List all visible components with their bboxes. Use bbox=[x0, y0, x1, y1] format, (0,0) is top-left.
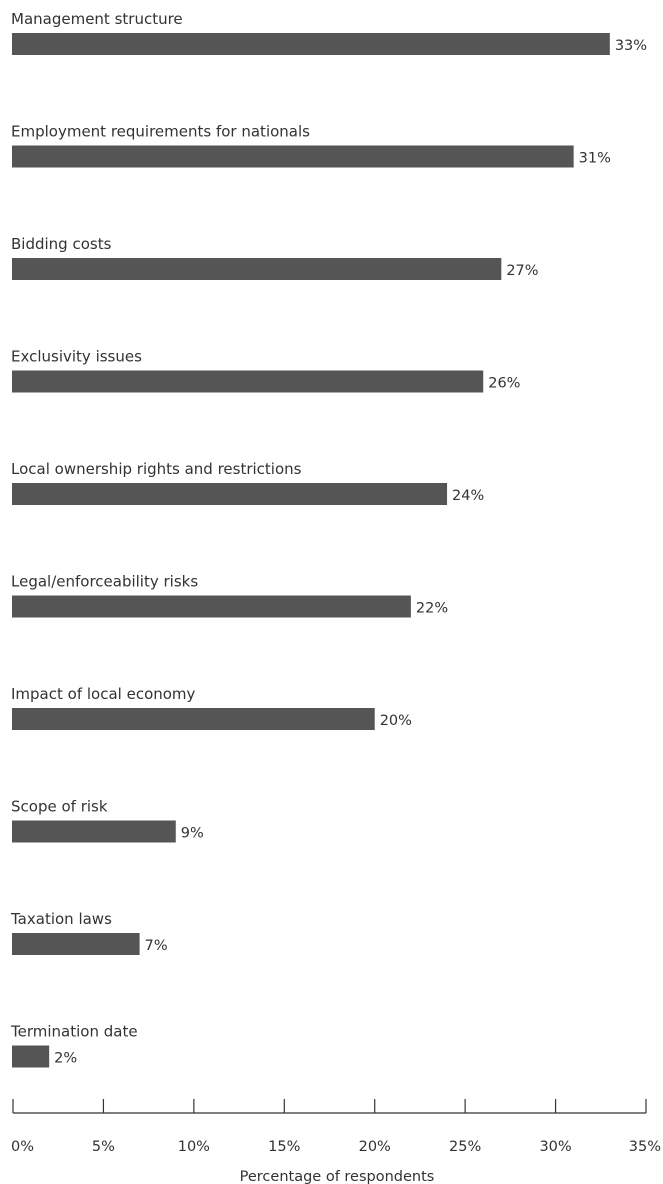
category-label: Taxation laws bbox=[10, 910, 112, 928]
x-tick-label: 25% bbox=[449, 1139, 481, 1155]
bars-layer: Management structure 33% Employment requir… bbox=[10, 10, 647, 1068]
bar bbox=[12, 708, 375, 730]
bar bbox=[12, 33, 610, 55]
value-label: 2% bbox=[54, 1051, 77, 1067]
value-label: 22% bbox=[416, 601, 448, 617]
category-label: Termination date bbox=[10, 1023, 138, 1041]
category-label: Impact of local economy bbox=[11, 685, 196, 703]
x-axis-title: Percentage of respondents bbox=[240, 1169, 435, 1184]
bar bbox=[12, 145, 574, 168]
category-label: Local ownership rights and restrictions bbox=[11, 460, 302, 478]
bar bbox=[12, 595, 411, 618]
category-label: Legal/enforceability risks bbox=[11, 573, 198, 591]
x-tick-label: 35% bbox=[629, 1139, 661, 1155]
value-label: 33% bbox=[615, 38, 647, 54]
category-label: Employment requirements for nationals bbox=[11, 123, 310, 141]
x-tick-label: 10% bbox=[178, 1139, 210, 1155]
bar bbox=[12, 820, 176, 843]
x-axis: 0% 5% 10% 15% 20% 25% 30% 35% bbox=[11, 1099, 661, 1155]
value-label: 27% bbox=[506, 263, 538, 279]
value-label: 24% bbox=[452, 488, 484, 504]
x-tick-label: 5% bbox=[92, 1139, 115, 1155]
value-label: 9% bbox=[181, 826, 204, 842]
category-label: Bidding costs bbox=[11, 235, 112, 253]
bar bbox=[12, 933, 140, 955]
bar bbox=[12, 258, 502, 280]
category-label: Exclusivity issues bbox=[11, 348, 142, 366]
x-tick-label: 30% bbox=[539, 1139, 571, 1155]
value-label: 31% bbox=[579, 151, 611, 167]
x-tick-label: 15% bbox=[268, 1139, 300, 1155]
category-label: Scope of risk bbox=[11, 798, 108, 816]
bar bbox=[12, 1045, 50, 1068]
bar bbox=[12, 483, 448, 505]
category-label: Management structure bbox=[11, 10, 183, 28]
value-label: 26% bbox=[488, 376, 520, 392]
x-tick-label: 0% bbox=[11, 1139, 34, 1155]
value-label: 20% bbox=[380, 713, 412, 729]
x-tick-label: 20% bbox=[359, 1139, 391, 1155]
bar bbox=[12, 370, 484, 393]
value-label: 7% bbox=[145, 938, 168, 954]
